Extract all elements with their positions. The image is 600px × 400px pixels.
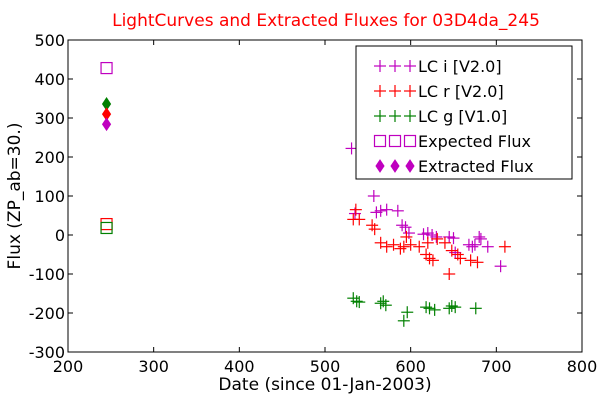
- data-point-plus: [397, 314, 410, 327]
- data-point-plus: [428, 303, 441, 316]
- data-point-plus: [445, 299, 458, 312]
- data-point-plus: [421, 236, 434, 249]
- data-point-plus: [481, 240, 494, 253]
- data-point-plus: [401, 306, 414, 319]
- y-tick-label: 500: [34, 31, 65, 50]
- data-point-plus: [350, 295, 363, 308]
- legend-marker-plus: [389, 85, 401, 97]
- x-tick-label: 600: [395, 357, 426, 376]
- data-point-plus: [349, 203, 362, 216]
- data-point-plus: [380, 203, 393, 216]
- data-point-plus: [391, 204, 404, 217]
- data-point-square: [100, 217, 113, 231]
- data-point-plus: [396, 219, 409, 232]
- data-point-plus: [469, 302, 482, 315]
- data-point-plus: [430, 230, 443, 243]
- data-point-plus: [374, 297, 387, 310]
- legend-marker-square: [373, 134, 387, 148]
- legend-marker-plus: [389, 60, 401, 72]
- data-point-plus: [471, 256, 484, 269]
- legend-marker-plus: [404, 60, 416, 72]
- y-tick-label: 100: [34, 187, 65, 206]
- legend-marker-plus: [374, 110, 386, 122]
- data-point-plus: [431, 232, 444, 245]
- data-point-plus: [494, 260, 507, 273]
- legend-box: [355, 45, 573, 180]
- data-point-plus: [466, 240, 479, 253]
- data-point-plus: [420, 301, 433, 314]
- legend-marker-plus: [404, 110, 416, 122]
- legend-marker-plus: [389, 110, 401, 122]
- x-axis-label: Date (since 01-Jan-2003): [218, 375, 431, 395]
- data-point-plus: [443, 268, 456, 280]
- data-point-square: [100, 221, 113, 235]
- legend-marker-diamond: [375, 159, 385, 173]
- data-point-plus: [449, 246, 462, 259]
- y-tick-label: 0: [55, 226, 65, 245]
- data-point-plus: [387, 238, 400, 251]
- data-point-plus: [426, 254, 439, 267]
- y-tick-label: 400: [34, 70, 65, 89]
- legend: LC i [V2.0] LC r [V2.0] LC g [V1.0] Expecte…: [355, 45, 573, 180]
- data-point-diamond: [101, 117, 112, 132]
- data-point-plus: [449, 301, 462, 314]
- data-point-plus: [367, 190, 380, 202]
- x-tick-label: 500: [310, 357, 341, 376]
- data-point-plus: [368, 223, 381, 236]
- y-axis-ticks: -300 -200 -100 0 100 200 300 400 500: [29, 31, 582, 362]
- y-tick-label: 300: [34, 109, 65, 128]
- data-point-plus: [447, 232, 460, 245]
- legend-marker-square: [388, 134, 402, 148]
- x-axis-ticks: 200 300 400 500 600 700 800: [53, 40, 598, 376]
- x-tick-label: 800: [567, 357, 598, 376]
- data-point-plus: [498, 240, 511, 253]
- legend-marker-square: [403, 134, 417, 148]
- data-point-plus: [474, 232, 487, 245]
- data-point-plus: [353, 296, 366, 309]
- chart-title: LightCurves and Extracted Fluxes for 03D…: [112, 11, 540, 31]
- legend-marker-diamond: [390, 159, 400, 173]
- data-point-plus: [443, 302, 456, 315]
- data-point-plus: [464, 254, 477, 267]
- x-tick-label: 200: [53, 357, 84, 376]
- y-tick-label: -100: [29, 265, 65, 284]
- y-tick-label: -300: [29, 343, 65, 362]
- legend-marker-diamond: [405, 159, 415, 173]
- data-point-plus: [353, 213, 366, 226]
- data-point-plus: [454, 252, 467, 265]
- data-marks: [100, 61, 511, 327]
- data-point-plus: [399, 221, 412, 234]
- legend-label: LC r [V2.0]: [418, 82, 504, 101]
- data-point-plus: [468, 238, 481, 251]
- x-tick-label: 700: [481, 357, 512, 376]
- data-point-square: [100, 61, 113, 75]
- data-point-plus: [380, 240, 393, 253]
- legend-label: LC i [V2.0]: [418, 57, 502, 76]
- data-point-plus: [374, 204, 387, 217]
- y-tick-label: 200: [34, 148, 65, 167]
- data-point-plus: [438, 236, 451, 249]
- legend-marker-plus: [374, 85, 386, 97]
- legend-marker-plus: [374, 60, 386, 72]
- y-axis-label: Flux (ZP_ab=30.): [5, 123, 25, 270]
- data-point-plus: [413, 240, 426, 253]
- x-tick-label: 300: [138, 357, 169, 376]
- legend-label: LC g [V1.0]: [418, 107, 507, 126]
- legend-label: Expected Flux: [418, 132, 531, 151]
- legend-label: Extracted Flux: [418, 157, 534, 176]
- y-tick-label: -200: [29, 304, 65, 323]
- legend-marker-plus: [404, 85, 416, 97]
- x-tick-label: 400: [224, 357, 255, 376]
- data-point-plus: [379, 299, 392, 312]
- data-point-plus: [400, 230, 413, 243]
- data-point-plus: [397, 240, 410, 253]
- data-point-plus: [473, 230, 486, 243]
- data-point-plus: [404, 238, 417, 251]
- data-point-plus: [423, 302, 436, 315]
